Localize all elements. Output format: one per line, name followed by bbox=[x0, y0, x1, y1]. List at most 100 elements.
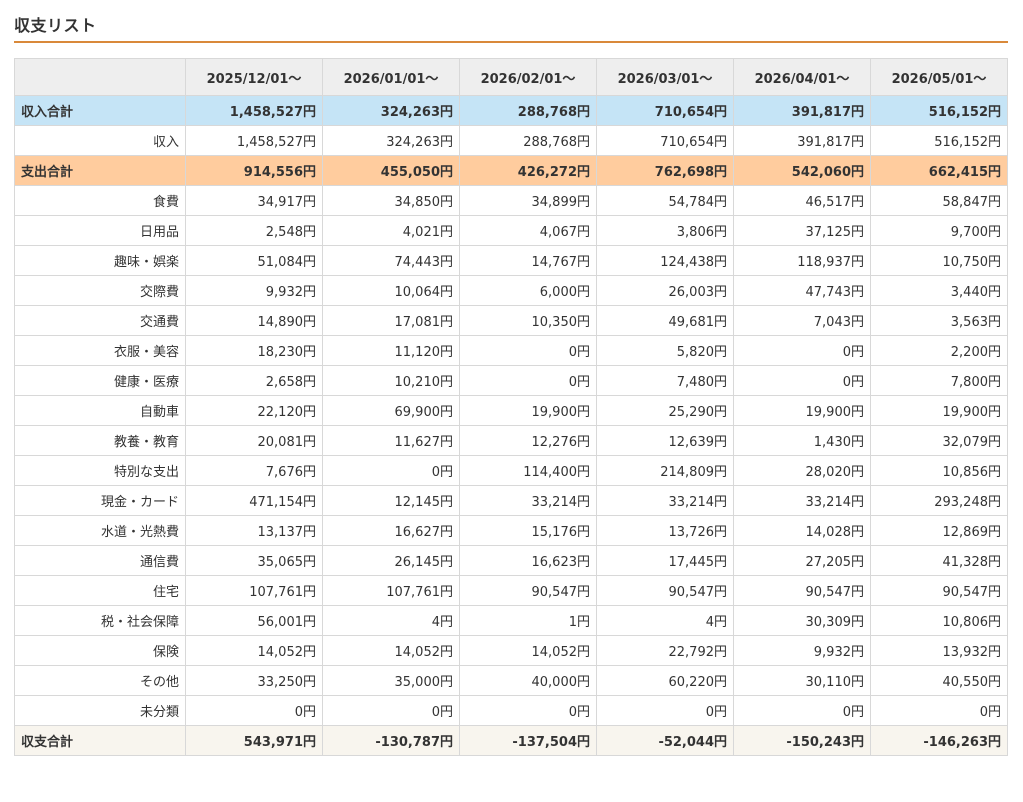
amount-cell: 391,817円 bbox=[733, 125, 871, 156]
table-body: 収入合計 1,458,527円 324,263円 288,768円 710,654円 39… bbox=[14, 95, 1008, 756]
row-label: 日用品 bbox=[14, 215, 186, 246]
amount-cell: 25,290円 bbox=[596, 395, 734, 426]
amount-cell: 542,060円 bbox=[733, 155, 871, 186]
table-row: 税・社会保障 56,001円 4円 1円 4円 30,309円 10,806円 bbox=[14, 605, 1008, 636]
amount-cell: 9,932円 bbox=[733, 635, 871, 666]
table-row: 日用品 2,548円 4,021円 4,067円 3,806円 37,125円 9,700円 bbox=[14, 215, 1008, 246]
amount-cell: 90,547円 bbox=[733, 575, 871, 606]
amount-cell: 20,081円 bbox=[185, 425, 323, 456]
expense-total-row: 支出合計 914,556円 455,050円 426,272円 762,698円 542,… bbox=[14, 155, 1008, 186]
amount-cell: 46,517円 bbox=[733, 185, 871, 216]
row-label: 趣味・娯楽 bbox=[14, 245, 186, 276]
row-label: 収入 bbox=[14, 125, 186, 156]
amount-cell: 12,276円 bbox=[459, 425, 597, 456]
table-row: 食費 34,917円 34,850円 34,899円 54,784円 46,517円 58,… bbox=[14, 185, 1008, 216]
amount-cell: 426,272円 bbox=[459, 155, 597, 186]
amount-cell: 33,250円 bbox=[185, 665, 323, 696]
amount-cell: 543,971円 bbox=[185, 725, 323, 756]
amount-cell: 11,120円 bbox=[322, 335, 460, 366]
row-label: 自動車 bbox=[14, 395, 186, 426]
title-underline bbox=[14, 41, 1008, 43]
amount-cell: 5,820円 bbox=[596, 335, 734, 366]
amount-cell: 14,052円 bbox=[322, 635, 460, 666]
amount-cell: 762,698円 bbox=[596, 155, 734, 186]
amount-cell: 40,000円 bbox=[459, 665, 597, 696]
amount-cell: 13,137円 bbox=[185, 515, 323, 546]
table-row: 保険 14,052円 14,052円 14,052円 22,792円 9,932円 13,9… bbox=[14, 635, 1008, 666]
month-header: 2026/05/01〜 bbox=[870, 58, 1008, 96]
table-row: 住宅 107,761円 107,761円 90,547円 90,547円 90,547円 9… bbox=[14, 575, 1008, 606]
amount-cell: 30,110円 bbox=[733, 665, 871, 696]
amount-cell: 51,084円 bbox=[185, 245, 323, 276]
amount-cell: 33,214円 bbox=[596, 485, 734, 516]
amount-cell: 2,658円 bbox=[185, 365, 323, 396]
amount-cell: 14,052円 bbox=[459, 635, 597, 666]
amount-cell: 391,817円 bbox=[733, 95, 871, 126]
table-row: その他 33,250円 35,000円 40,000円 60,220円 30,110円 40… bbox=[14, 665, 1008, 696]
amount-cell: 7,676円 bbox=[185, 455, 323, 486]
row-label: 交際費 bbox=[14, 275, 186, 306]
row-label: 教養・教育 bbox=[14, 425, 186, 456]
row-label: 住宅 bbox=[14, 575, 186, 606]
amount-cell: 4,067円 bbox=[459, 215, 597, 246]
amount-cell: 0円 bbox=[322, 455, 460, 486]
row-label: 収支合計 bbox=[14, 725, 186, 756]
amount-cell: 12,869円 bbox=[870, 515, 1008, 546]
amount-cell: 107,761円 bbox=[322, 575, 460, 606]
amount-cell: 1,430円 bbox=[733, 425, 871, 456]
amount-cell: 33,214円 bbox=[459, 485, 597, 516]
row-label: 水道・光熱費 bbox=[14, 515, 186, 546]
row-label: 食費 bbox=[14, 185, 186, 216]
amount-cell: -52,044円 bbox=[596, 725, 734, 756]
amount-cell: 10,350円 bbox=[459, 305, 597, 336]
amount-cell: 710,654円 bbox=[596, 125, 734, 156]
amount-cell: 10,750円 bbox=[870, 245, 1008, 276]
amount-cell: 124,438円 bbox=[596, 245, 734, 276]
amount-cell: 0円 bbox=[459, 365, 597, 396]
row-label: 収入合計 bbox=[14, 95, 186, 126]
amount-cell: 10,856円 bbox=[870, 455, 1008, 486]
amount-cell: 34,850円 bbox=[322, 185, 460, 216]
amount-cell: 90,547円 bbox=[596, 575, 734, 606]
table-row: 現金・カード 471,154円 12,145円 33,214円 33,214円 33,21… bbox=[14, 485, 1008, 516]
table-row: 交通費 14,890円 17,081円 10,350円 49,681円 7,043円 3,5… bbox=[14, 305, 1008, 336]
amount-cell: 9,932円 bbox=[185, 275, 323, 306]
amount-cell: 0円 bbox=[596, 695, 734, 726]
amount-cell: 1,458,527円 bbox=[185, 95, 323, 126]
amount-cell: 19,900円 bbox=[870, 395, 1008, 426]
table-row: 自動車 22,120円 69,900円 19,900円 25,290円 19,900円 19… bbox=[14, 395, 1008, 426]
row-label: 現金・カード bbox=[14, 485, 186, 516]
amount-cell: 4円 bbox=[596, 605, 734, 636]
amount-cell: 662,415円 bbox=[870, 155, 1008, 186]
amount-cell: 471,154円 bbox=[185, 485, 323, 516]
amount-cell: 3,806円 bbox=[596, 215, 734, 246]
amount-cell: 0円 bbox=[459, 695, 597, 726]
amount-cell: 14,028円 bbox=[733, 515, 871, 546]
amount-cell: 40,550円 bbox=[870, 665, 1008, 696]
amount-cell: 7,043円 bbox=[733, 305, 871, 336]
amount-cell: 9,700円 bbox=[870, 215, 1008, 246]
amount-cell: 3,440円 bbox=[870, 275, 1008, 306]
amount-cell: 107,761円 bbox=[185, 575, 323, 606]
amount-cell: 288,768円 bbox=[459, 125, 597, 156]
amount-cell: 118,937円 bbox=[733, 245, 871, 276]
amount-cell: 10,210円 bbox=[322, 365, 460, 396]
amount-cell: 3,563円 bbox=[870, 305, 1008, 336]
amount-cell: 4円 bbox=[322, 605, 460, 636]
amount-cell: 0円 bbox=[733, 335, 871, 366]
amount-cell: 0円 bbox=[185, 695, 323, 726]
amount-cell: 14,890円 bbox=[185, 305, 323, 336]
row-label: 税・社会保障 bbox=[14, 605, 186, 636]
amount-cell: 710,654円 bbox=[596, 95, 734, 126]
amount-cell: 69,900円 bbox=[322, 395, 460, 426]
row-label: 支出合計 bbox=[14, 155, 186, 186]
amount-cell: 1,458,527円 bbox=[185, 125, 323, 156]
amount-cell: 35,065円 bbox=[185, 545, 323, 576]
amount-cell: 14,767円 bbox=[459, 245, 597, 276]
balance-table: 2025/12/01〜 2026/01/01〜 2026/02/01〜 2026… bbox=[14, 58, 1008, 756]
amount-cell: 56,001円 bbox=[185, 605, 323, 636]
amount-cell: 90,547円 bbox=[459, 575, 597, 606]
amount-cell: 19,900円 bbox=[733, 395, 871, 426]
amount-cell: 10,064円 bbox=[322, 275, 460, 306]
